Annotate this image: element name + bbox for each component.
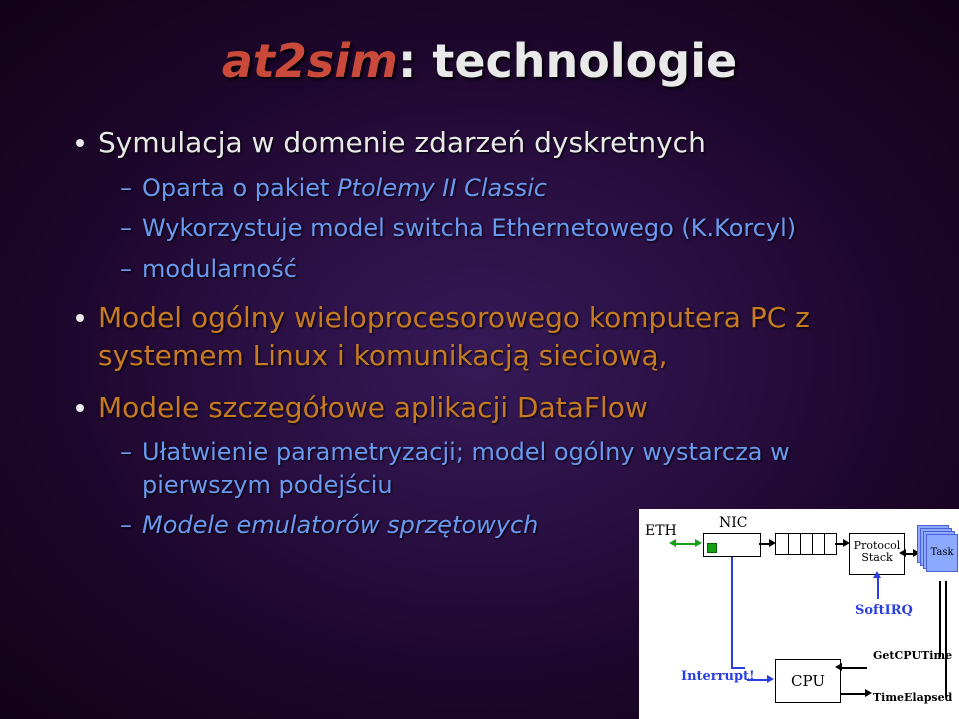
sub-text: modularność <box>142 255 297 283</box>
timeelapsed-label: TimeElapsed <box>873 691 952 704</box>
architecture-diagram: ETH NIC ProtocolStack Task SoftIRQ Inter… <box>639 509 959 719</box>
task-box: Task <box>926 534 958 572</box>
arrow-task-cpu-v <box>939 581 941 657</box>
queue-cell-divider <box>812 534 813 554</box>
queue-cell-divider <box>824 534 825 554</box>
arrow-softirq <box>877 577 879 599</box>
arrow-head-icon <box>899 549 906 557</box>
bullet-text: Symulacja w domenie zdarzeń dyskretnych <box>98 126 706 159</box>
arrow-head-icon <box>865 689 872 697</box>
arrow-to-cpu <box>747 679 769 681</box>
nic-led-icon <box>707 543 717 553</box>
task-stack: Task <box>917 525 953 579</box>
queue-cell-divider <box>788 534 789 554</box>
interrupt-label: Interrupt! <box>681 669 755 684</box>
title-rest: : technologie <box>398 34 737 88</box>
sub-item: Wykorzystuje model switcha Ethernetowego… <box>116 212 899 244</box>
nic-label: NIC <box>719 515 748 531</box>
sub-text: Ułatwienie parametryzacji; model ogólny … <box>142 438 790 498</box>
bullet-item: Symulacja w domenie zdarzeń dyskretnych O… <box>70 124 899 285</box>
protocol-stack-box: ProtocolStack <box>849 533 905 575</box>
arrow-getcpu <box>841 667 867 669</box>
sub-text: Modele emulatorów sprzętowych <box>142 511 538 539</box>
title-accent: at2sim <box>222 34 398 88</box>
sub-text: Ptolemy II Classic <box>337 174 547 202</box>
sub-list: Oparta o pakiet Ptolemy II Classic Wykorz… <box>116 172 899 285</box>
sub-item: Oparta o pakiet Ptolemy II Classic <box>116 172 899 204</box>
cpu-box: CPU <box>775 659 841 703</box>
bullet-text: Model ogólny wieloprocesorowego komputer… <box>98 301 810 372</box>
arrow-interrupt-v <box>731 557 733 667</box>
slide-title: at2sim: technologie <box>60 34 899 88</box>
softirq-label: SoftIRQ <box>855 603 913 618</box>
sub-text: Oparta o pakiet <box>142 174 337 202</box>
arrow-interrupt-h <box>731 667 745 669</box>
bullet-item: Model ogólny wieloprocesorowego komputer… <box>70 299 899 375</box>
queue-box <box>775 533 837 555</box>
arrow-head-icon <box>695 539 702 547</box>
sub-item: modularność <box>116 253 899 285</box>
arrow-task-cpu-v2 <box>945 581 947 697</box>
sub-item: Ułatwienie parametryzacji; model ogólny … <box>116 436 899 501</box>
arrow-head-icon <box>767 675 774 683</box>
arrow-timeel <box>841 693 867 695</box>
queue-cell-divider <box>800 534 801 554</box>
arrow-head-icon <box>769 539 776 547</box>
eth-label: ETH <box>645 523 677 539</box>
bullet-text: Modele szczegółowe aplikacji DataFlow <box>98 391 648 424</box>
arrow-head-icon <box>669 539 676 547</box>
arrow-head-icon <box>873 571 881 578</box>
arrow-eth-nic <box>675 543 697 545</box>
arrow-head-icon <box>835 663 842 671</box>
slide: at2sim: technologie Symulacja w domenie … <box>0 0 959 719</box>
bullet-list: Symulacja w domenie zdarzeń dyskretnych O… <box>70 124 899 542</box>
sub-text: Wykorzystuje model switcha Ethernetowego… <box>142 214 796 242</box>
